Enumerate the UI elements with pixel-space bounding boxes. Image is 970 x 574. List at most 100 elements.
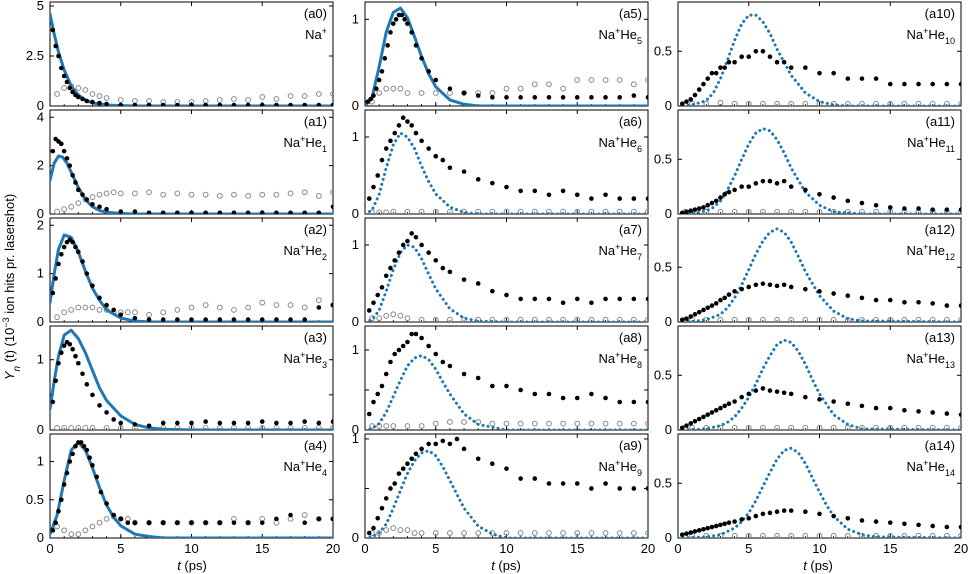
y-axis-label: Yn (t) (10−3 ion hits pr. lasershot) (1, 194, 23, 380)
data-point (316, 305, 322, 310)
background-point (958, 424, 961, 430)
background-point (61, 206, 68, 213)
data-point (84, 271, 90, 276)
data-point (245, 210, 251, 214)
background-point (943, 100, 950, 106)
data-point (259, 520, 265, 526)
data-point (98, 489, 104, 495)
data-point (603, 481, 608, 486)
data-point (440, 265, 446, 271)
data-point (589, 95, 594, 100)
data-point (111, 512, 116, 518)
background-point (588, 420, 595, 427)
data-point (696, 206, 702, 211)
panel-1: 0 2 4 (a1) Na+He1 (37, 109, 334, 221)
background-point (432, 420, 439, 427)
data-point (916, 409, 921, 414)
data-point (831, 70, 836, 76)
data-point (713, 198, 719, 204)
panel-frame (677, 1, 962, 107)
panel-tag: (a11) (926, 114, 955, 129)
y-tick-label: 0 (37, 98, 44, 113)
data-point (413, 451, 419, 457)
panel-content (50, 233, 333, 322)
data-point (532, 95, 538, 100)
panel-10: 00.5(a10)Na+He10 (654, 1, 962, 113)
data-point (316, 420, 322, 426)
data-point (374, 86, 379, 91)
data-point (330, 516, 333, 522)
background-point (588, 316, 595, 322)
data-point (97, 204, 102, 210)
data-point (231, 102, 237, 106)
background-point (330, 515, 333, 522)
data-point (67, 85, 73, 91)
species-charge: + (923, 350, 928, 360)
data-point (379, 505, 385, 511)
panel-content (365, 231, 648, 322)
background-point (788, 316, 795, 322)
species-base: Na (598, 243, 615, 258)
panel-frame (49, 217, 334, 323)
background-point (54, 314, 60, 321)
data-point (679, 317, 685, 322)
data-point (409, 123, 414, 128)
panel-frame (677, 433, 962, 539)
data-point (288, 210, 293, 214)
data-point (118, 516, 124, 522)
background-point (447, 90, 453, 96)
data-point (873, 297, 879, 303)
background-point (901, 424, 908, 430)
background-point (160, 519, 167, 526)
data-point (396, 250, 402, 255)
panel-content (678, 13, 961, 106)
background-point (216, 304, 223, 311)
data-point (388, 138, 393, 144)
data-point (396, 347, 402, 353)
data-point (84, 98, 90, 104)
data-point (76, 187, 81, 193)
data-point (316, 210, 322, 214)
data-point (392, 130, 398, 136)
data-point (87, 455, 92, 461)
background-point (958, 532, 961, 538)
data-point (302, 520, 308, 526)
background-point (110, 189, 117, 196)
data-point (84, 447, 90, 453)
background-point (760, 208, 766, 214)
data-point (56, 261, 61, 267)
background-point (645, 420, 648, 427)
data-point (160, 210, 166, 214)
data-point (532, 476, 538, 481)
data-point (475, 177, 481, 182)
x-tick-label: 20 (326, 541, 340, 556)
background-point (68, 531, 75, 538)
data-point (426, 146, 431, 151)
species-he-count: 10 (945, 36, 955, 46)
panel-frame (364, 217, 649, 323)
data-point (709, 524, 715, 530)
data-point (930, 81, 935, 87)
background-point (418, 423, 425, 429)
data-point (718, 405, 723, 411)
background-point (404, 208, 411, 214)
data-point (419, 446, 424, 452)
background-point (745, 100, 752, 106)
data-point (831, 195, 836, 200)
species-he: He (929, 135, 946, 150)
data-point (245, 102, 251, 106)
background-point (390, 311, 397, 318)
panel-frame (364, 109, 649, 215)
background-point (231, 191, 237, 198)
species-he-count: 7 (637, 252, 642, 262)
data-point (245, 520, 251, 526)
data-point (203, 210, 208, 214)
y-tick-label: 2 (37, 217, 44, 232)
data-point (788, 284, 794, 290)
background-point (645, 530, 648, 536)
background-point (461, 90, 467, 96)
data-point (760, 48, 766, 54)
background-point (774, 316, 780, 322)
background-point (231, 307, 237, 313)
data-point (61, 244, 67, 250)
